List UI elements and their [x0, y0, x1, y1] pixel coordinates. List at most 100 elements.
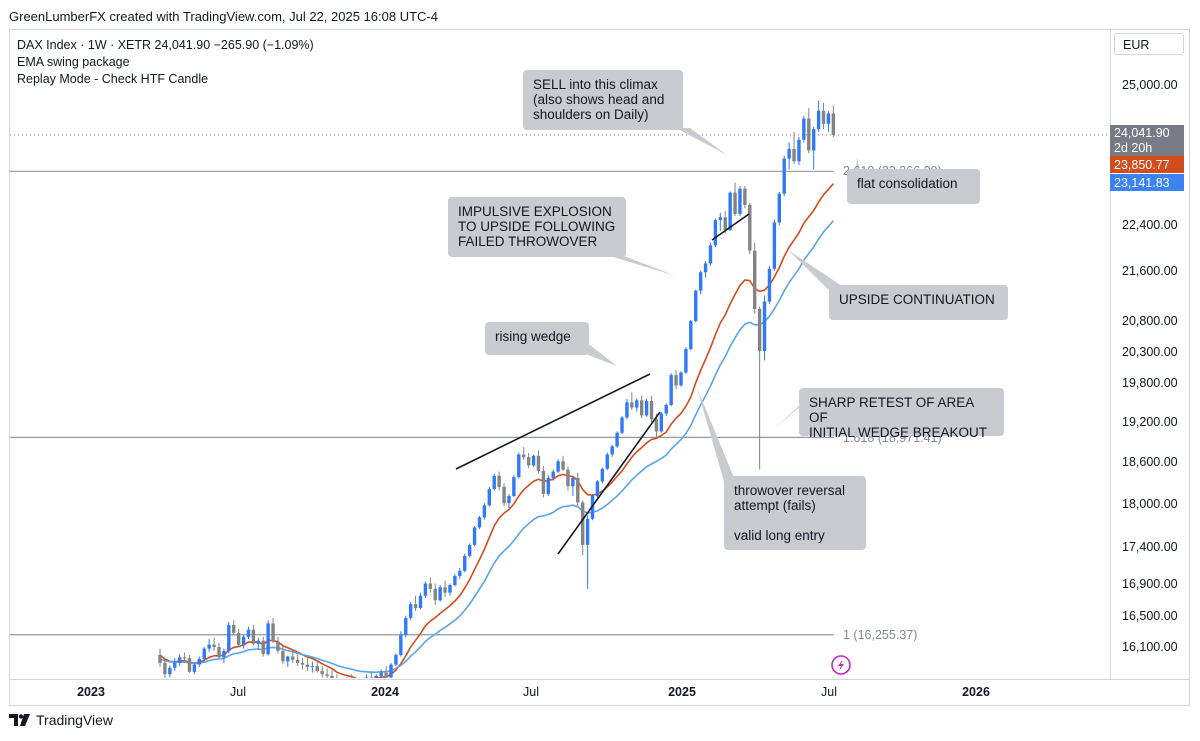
x-tick-label: 2023	[77, 685, 105, 699]
candle-body	[246, 629, 251, 637]
candle-body	[291, 656, 295, 660]
y-tick-label: 20,800.00	[1122, 314, 1178, 328]
candle-body	[369, 677, 374, 678]
candle-body	[261, 640, 265, 655]
callout-pointer-continuation	[788, 250, 845, 296]
candle-body	[787, 148, 791, 159]
candle-body	[404, 617, 408, 636]
candle-body	[826, 113, 831, 124]
replay-mode-legend[interactable]: Replay Mode - Check HTF Candle	[17, 72, 209, 86]
chart-frame[interactable]	[9, 29, 1190, 706]
candle-body	[792, 148, 796, 162]
candle-body	[428, 583, 433, 589]
indicator-legend[interactable]: EMA swing package	[17, 55, 130, 69]
candle-body	[413, 604, 418, 608]
candle-body	[418, 595, 423, 608]
ema-slow-price-tag: 23,141.83	[1110, 174, 1184, 191]
candle-body	[492, 475, 496, 490]
currency-selector[interactable]: EUR	[1114, 33, 1184, 55]
candle-body	[276, 641, 280, 651]
candle-body	[310, 666, 315, 668]
candle-body	[408, 604, 413, 618]
callout-flat-consolidation[interactable]: flat consolidation	[847, 169, 980, 204]
callout-pointer-throwover	[697, 388, 735, 485]
candle-body	[816, 110, 821, 130]
ema-fast-line	[159, 183, 834, 678]
candle-body	[684, 349, 688, 373]
candle-body	[355, 682, 358, 687]
candle-body	[364, 677, 369, 678]
candle-body	[207, 644, 211, 649]
candle-body	[507, 496, 511, 504]
candle-body	[546, 477, 550, 494]
fib-level-label: 1 (16,255.37)	[843, 628, 918, 642]
candle-body	[177, 657, 182, 663]
replay-bolt-icon	[838, 659, 844, 671]
candle-body	[713, 220, 718, 246]
candle-body	[443, 587, 447, 593]
callout-throwover-reversal[interactable]: throwover reversal attempt (fails) valid…	[724, 476, 866, 550]
candle-body	[300, 662, 305, 665]
candle-body	[335, 679, 338, 686]
candle-body	[330, 675, 334, 678]
bar-countdown-tag: 2d 20h	[1110, 140, 1184, 156]
candle-body	[561, 461, 565, 470]
last-price-tag: 24,041.90	[1110, 125, 1184, 140]
candle-body	[743, 188, 747, 205]
callout-sell-climax[interactable]: SELL into this climax (also shows head a…	[523, 70, 683, 130]
candle-body	[526, 457, 531, 466]
callout-impulsive-explosion[interactable]: IMPULSIVE EXPLOSION TO UPSIDE FOLLOWING …	[448, 197, 626, 257]
ema-slow-line	[159, 220, 835, 674]
candle-body	[251, 629, 256, 644]
candle-body	[286, 656, 290, 662]
y-tick-label: 22,400.00	[1122, 218, 1178, 232]
callout-rising-wedge[interactable]: rising wedge	[485, 322, 589, 355]
candle-body	[718, 217, 723, 221]
candle-body	[472, 527, 477, 545]
candle-body	[271, 623, 275, 642]
candle-body	[202, 648, 206, 659]
candle-body	[227, 624, 231, 651]
y-tick-label: 17,400.00	[1122, 540, 1178, 554]
callout-sharp-retest[interactable]: SHARP RETEST OF AREA OF INITIAL WEDGE BR…	[799, 388, 1004, 440]
candle-body	[394, 654, 398, 665]
candle-body	[295, 659, 300, 663]
candle-body	[168, 667, 172, 675]
tradingview-logo[interactable]: TradingView	[9, 712, 113, 728]
candle-body	[266, 623, 270, 655]
candle-body	[212, 644, 216, 647]
candle-body	[551, 471, 555, 478]
candle-body	[659, 413, 664, 432]
y-tick-label: 21,600.00	[1122, 264, 1178, 278]
candle-body	[576, 477, 580, 503]
candle-body	[399, 635, 403, 655]
callout-upside-continuation[interactable]: UPSIDE CONTINUATION	[829, 285, 1008, 320]
candle-body	[463, 555, 467, 571]
y-tick-label: 20,300.00	[1122, 345, 1178, 359]
candle-body	[192, 664, 197, 672]
y-tick-label: 16,100.00	[1122, 640, 1178, 654]
candle-body	[674, 375, 678, 386]
candle-body	[320, 671, 324, 675]
candle-body	[360, 681, 363, 688]
y-tick-label: 19,800.00	[1122, 376, 1178, 390]
candle-body	[802, 118, 806, 140]
x-tick-label: 2024	[371, 685, 399, 699]
symbol-legend[interactable]: DAX Index · 1W · XETR 24,041.90 −265.90 …	[17, 38, 314, 52]
wedge-upper-line	[455, 373, 651, 470]
candle-body	[389, 664, 393, 678]
candle-body	[325, 674, 329, 676]
y-tick-label: 18,000.00	[1122, 497, 1178, 511]
candle-body	[723, 217, 727, 230]
candle-body	[635, 400, 639, 408]
candle-body	[163, 662, 167, 675]
y-tick-label: 16,500.00	[1122, 609, 1178, 623]
candle-body	[241, 636, 246, 645]
y-tick-label: 25,000.00	[1122, 78, 1178, 92]
candle-body	[467, 544, 472, 556]
candle-body	[649, 401, 654, 420]
candle-body	[708, 245, 713, 264]
x-tick-label: Jul	[230, 685, 246, 699]
candle-body	[644, 401, 649, 416]
